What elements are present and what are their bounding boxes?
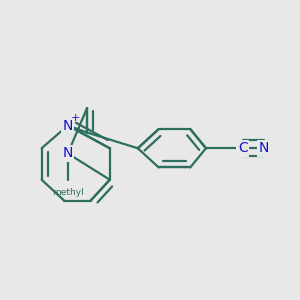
Text: +: + — [71, 113, 80, 123]
Text: C: C — [238, 141, 247, 155]
Text: methyl: methyl — [52, 188, 84, 197]
Text: N: N — [259, 141, 269, 155]
Text: N: N — [63, 118, 73, 133]
Text: N: N — [63, 146, 73, 161]
